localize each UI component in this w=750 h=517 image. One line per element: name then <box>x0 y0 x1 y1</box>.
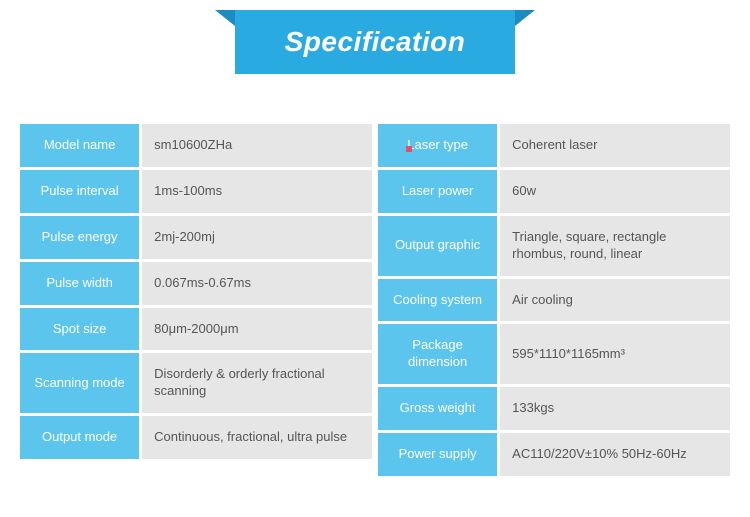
spec-value: 595*1110*1165mm³ <box>499 323 730 386</box>
spec-value: Continuous, fractional, ultra pulse <box>141 415 372 461</box>
table-row: Output mode Continuous, fractional, ultr… <box>20 415 372 461</box>
spec-value: Air cooling <box>499 277 730 323</box>
spec-label: Pulse interval <box>20 168 141 214</box>
accent-marker <box>406 146 412 152</box>
spec-value: 80μm-2000μm <box>141 306 372 352</box>
spec-value: 0.067ms-0.67ms <box>141 260 372 306</box>
spec-label: Cooling system <box>378 277 499 323</box>
spec-label: Laser power <box>378 168 499 214</box>
table-row: Output graphic Triangle, square, rectang… <box>378 214 730 277</box>
spec-value: 1ms-100ms <box>141 168 372 214</box>
table-row: Pulse interval 1ms-100ms <box>20 168 372 214</box>
table-row: Model name sm10600ZHa <box>20 124 372 168</box>
table-row: Power supply AC110/220V±10% 50Hz-60Hz <box>378 432 730 478</box>
spec-value: Disorderly & orderly fractional scanning <box>141 352 372 415</box>
spec-value: sm10600ZHa <box>141 124 372 168</box>
page-title: Specification <box>235 10 516 74</box>
spec-label: Package dimension <box>378 323 499 386</box>
spec-value: AC110/220V±10% 50Hz-60Hz <box>499 432 730 478</box>
spec-value: Triangle, square, rectangle rhombus, rou… <box>499 214 730 277</box>
spec-table-left: Model name sm10600ZHa Pulse interval 1ms… <box>20 124 372 462</box>
spec-value: 133kgs <box>499 386 730 432</box>
table-row: Package dimension 595*1110*1165mm³ <box>378 323 730 386</box>
spec-label: Model name <box>20 124 141 168</box>
spec-label: Power supply <box>378 432 499 478</box>
table-row: Cooling system Air cooling <box>378 277 730 323</box>
table-row: Scanning mode Disorderly & orderly fract… <box>20 352 372 415</box>
spec-label: Scanning mode <box>20 352 141 415</box>
spec-label: Output graphic <box>378 214 499 277</box>
table-row: Pulse width 0.067ms-0.67ms <box>20 260 372 306</box>
spec-label: Laser type <box>378 124 499 168</box>
table-row: Gross weight 133kgs <box>378 386 730 432</box>
spec-value: Coherent laser <box>499 124 730 168</box>
header-container: Specification <box>0 0 750 74</box>
table-row: Spot size 80μm-2000μm <box>20 306 372 352</box>
spec-label: Pulse width <box>20 260 141 306</box>
spec-value: 60w <box>499 168 730 214</box>
spec-table-right: Laser type Coherent laser Laser power 60… <box>378 124 730 479</box>
spec-tables-container: Model name sm10600ZHa Pulse interval 1ms… <box>0 74 750 489</box>
table-row: Laser power 60w <box>378 168 730 214</box>
table-row: Pulse energy 2mj-200mj <box>20 214 372 260</box>
table-row: Laser type Coherent laser <box>378 124 730 168</box>
spec-label: Gross weight <box>378 386 499 432</box>
spec-label: Spot size <box>20 306 141 352</box>
spec-value: 2mj-200mj <box>141 214 372 260</box>
spec-label: Pulse energy <box>20 214 141 260</box>
spec-label: Output mode <box>20 415 141 461</box>
